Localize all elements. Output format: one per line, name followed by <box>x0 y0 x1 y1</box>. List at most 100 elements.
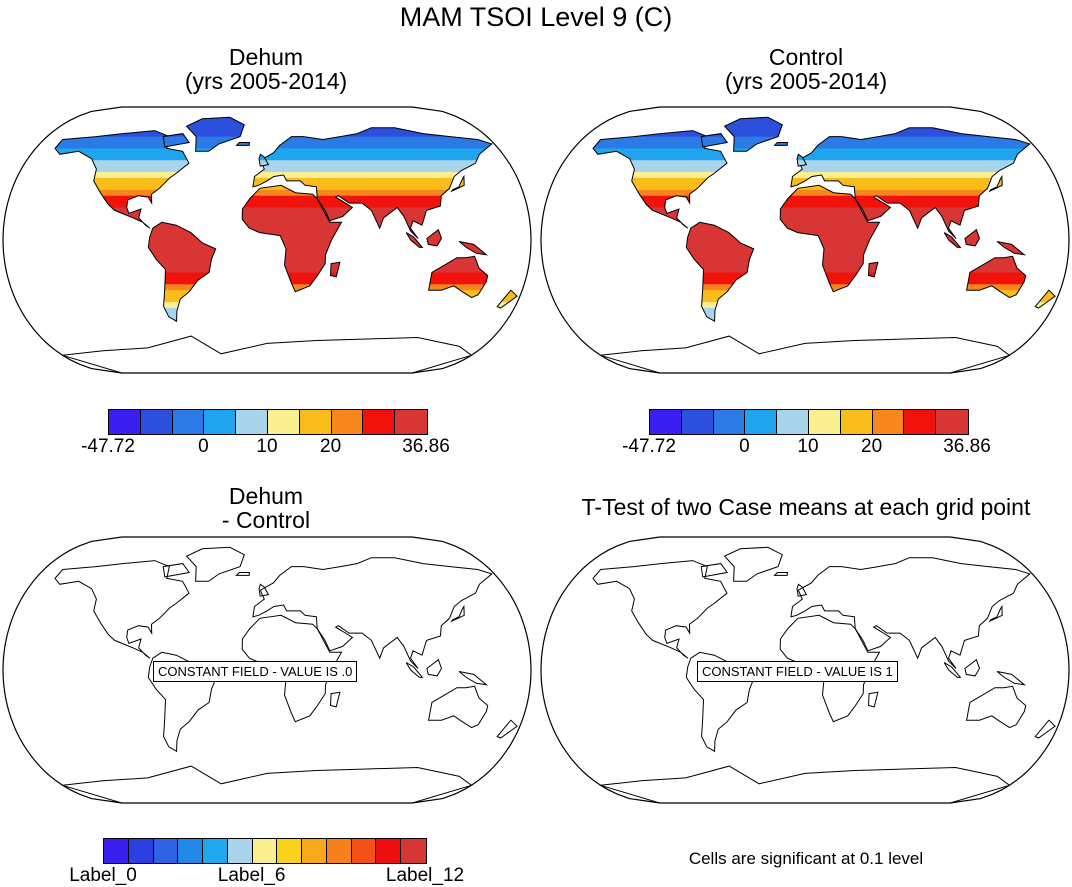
coastline-newGuinea <box>458 241 489 256</box>
colorbar-swatch <box>104 839 129 863</box>
coastline-sumatra <box>405 232 424 248</box>
coastline-newGuinea <box>996 671 1027 686</box>
coastline-newGuinea <box>458 671 489 686</box>
colorbar-control <box>649 409 969 435</box>
coastline-newZealand <box>496 289 518 309</box>
coastline-antarctica <box>62 765 473 803</box>
colorbar-swatch <box>650 410 682 434</box>
coastline-australia <box>965 685 1027 729</box>
colorbar-swatch <box>277 839 303 863</box>
coastline-northAmerica <box>54 130 190 229</box>
colorbar-swatch <box>326 839 352 863</box>
colorbar-swatch <box>172 410 205 434</box>
coastline-sumatra <box>943 662 962 678</box>
coastline-baffin <box>700 133 729 148</box>
colorbar-label: Label_6 <box>217 865 286 886</box>
coastline-newGuinea <box>996 241 1027 256</box>
coastline-greenland <box>185 116 245 152</box>
colorbar-label: 20 <box>861 436 883 457</box>
colorbar-swatch <box>904 410 937 434</box>
coastline-sumatra <box>405 662 424 678</box>
coastline-madagascar <box>329 261 341 278</box>
coastline-northAmerica <box>54 560 190 659</box>
map-dehum <box>2 106 532 374</box>
coastline-borneo <box>426 228 443 247</box>
map-control <box>540 106 1070 374</box>
colorbar-swatch <box>331 410 364 434</box>
colorbar-swatch <box>936 410 968 434</box>
coastline-australia <box>427 255 489 299</box>
panel-dehum-title-line2: (yrs 2005-2014) <box>184 68 348 94</box>
colorbar-swatch <box>745 410 778 434</box>
panel-dehum-title: Dehum (yrs 2005-2014) <box>0 45 532 93</box>
coastline-iceland <box>235 142 250 146</box>
constant-field-label-diff: CONSTANT FIELD - VALUE IS .0 <box>153 661 358 682</box>
coastline-madagascar <box>867 691 879 708</box>
colorbar-swatch <box>236 410 268 434</box>
colorbar-swatch <box>109 410 141 434</box>
coastline-baffin <box>162 563 191 578</box>
coastline-newZealand <box>1034 289 1056 309</box>
colorbar-label: 0 <box>739 436 750 457</box>
coastline-borneo <box>426 658 443 677</box>
map-frame <box>2 536 532 804</box>
temperature-field-madagascar <box>330 262 340 277</box>
colorbar-label: 20 <box>320 436 342 457</box>
coastline-newZealand <box>1034 719 1056 739</box>
colorbar-swatch <box>401 839 426 863</box>
map-difference <box>2 536 532 804</box>
coastline-eurasia <box>790 557 1031 669</box>
coastline-uk <box>796 153 808 167</box>
colorbar-swatch <box>252 839 278 863</box>
colorbar-swatch <box>128 839 154 863</box>
colorbar-difference <box>103 838 427 864</box>
colorbar-label: 36.86 <box>402 436 450 457</box>
panel-diff-title-line2: - Control <box>221 507 311 533</box>
coastline-madagascar <box>329 691 341 708</box>
panel-dehum-title-line1: Dehum <box>228 44 304 70</box>
colorbar-swatch <box>178 839 204 863</box>
colorbar-label: 0 <box>198 436 209 457</box>
colorbar-swatch <box>395 410 427 434</box>
colorbar-dehum <box>108 409 428 435</box>
colorbar-swatch <box>299 410 332 434</box>
coastline-southAmerica <box>685 221 755 323</box>
colorbar-label: 10 <box>256 436 278 457</box>
colorbar-label: -47.72 <box>622 436 676 457</box>
coastline-uk <box>258 583 270 597</box>
coastline-iceland <box>773 572 788 576</box>
constant-field-label-ttest: CONSTANT FIELD - VALUE IS 1 <box>697 661 898 682</box>
map-ttest <box>540 536 1070 804</box>
coastline-australia <box>965 255 1027 299</box>
coastline-japan <box>450 174 465 193</box>
coastline-borneo <box>964 228 981 247</box>
coastline-antarctica <box>62 335 473 373</box>
coastline-northAmerica <box>592 560 728 659</box>
figure-title: MAM TSOI Level 9 (C) <box>399 2 673 32</box>
coastline-eurasia <box>790 127 1031 239</box>
coastline-africa <box>779 184 881 293</box>
coastline-japan <box>450 604 465 623</box>
significance-note: Cells are significant at 0.1 level <box>688 849 924 868</box>
coastline-africa <box>241 184 343 293</box>
coastline-iceland <box>773 142 788 146</box>
colorbar-swatch <box>140 410 173 434</box>
colorbar-label: 36.86 <box>943 436 991 457</box>
panel-control-title-line2: (yrs 2005-2014) <box>724 68 888 94</box>
colorbar-label: 10 <box>797 436 819 457</box>
coastline-greenland <box>185 546 245 582</box>
colorbar-swatch <box>777 410 809 434</box>
colorbar-swatch <box>363 410 396 434</box>
colorbar-swatch <box>681 410 714 434</box>
coastline-northAmerica <box>592 130 728 229</box>
colorbar-swatch <box>351 839 377 863</box>
map-frame <box>540 106 1070 374</box>
coastline-eurasia <box>252 127 493 239</box>
colorbar-swatch <box>376 839 402 863</box>
coastline-greenland <box>723 546 783 582</box>
coastline-madagascar <box>867 261 879 278</box>
coastline-iceland <box>235 572 250 576</box>
coastline-japan <box>988 174 1003 193</box>
coastline-newZealand <box>496 719 518 739</box>
coastline-sumatra <box>943 232 962 248</box>
